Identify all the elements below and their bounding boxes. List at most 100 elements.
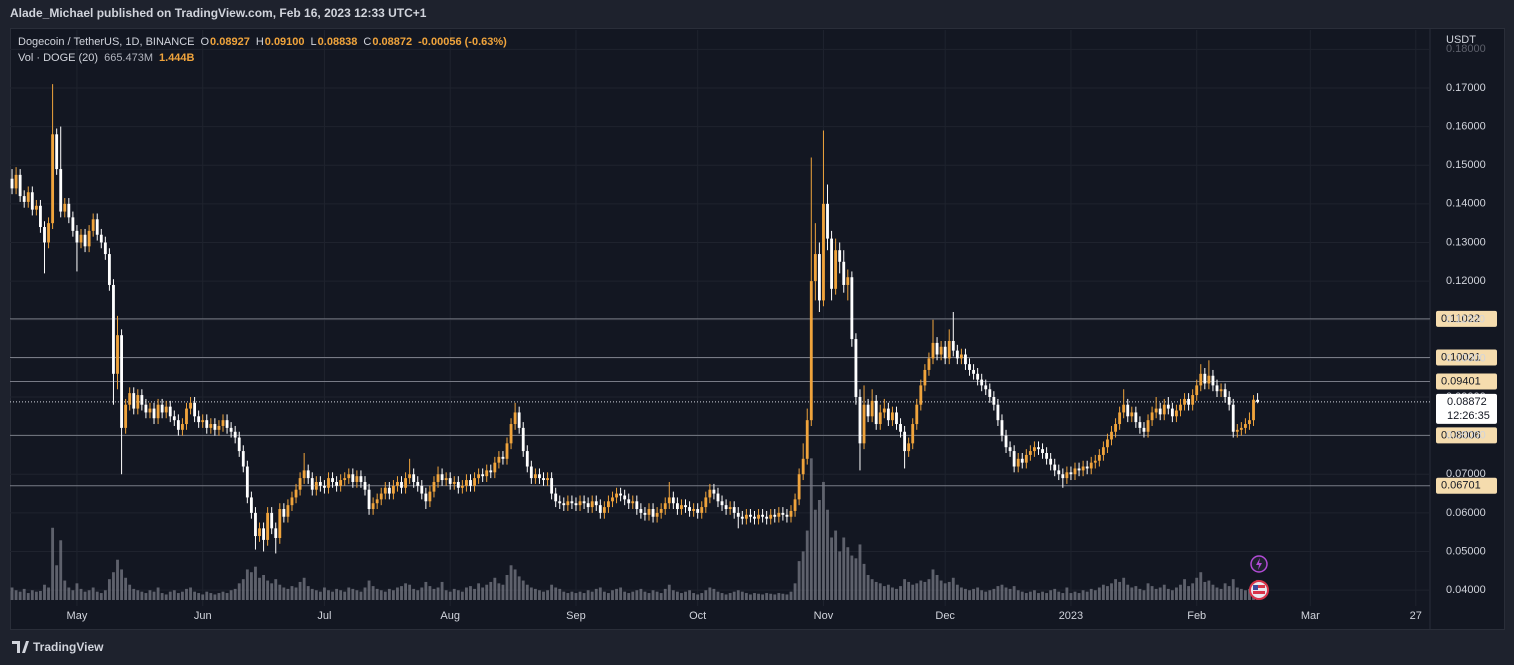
candle-body: [318, 481, 322, 486]
candle-body: [302, 470, 306, 479]
volume-bar: [181, 591, 184, 600]
candle-body: [75, 230, 79, 243]
candle-body: [63, 203, 67, 212]
volume-bar: [286, 588, 290, 600]
candle-body: [189, 402, 192, 409]
candle-body: [590, 501, 594, 508]
volume-bar: [870, 579, 874, 600]
y-tick-label: 0.06000: [1446, 507, 1486, 519]
volume-bar: [39, 590, 42, 600]
candle-body: [335, 481, 339, 486]
candle-body: [197, 416, 201, 423]
candle-body: [156, 404, 160, 419]
candle-body: [221, 420, 225, 426]
candle-body: [822, 203, 825, 301]
candle-body: [647, 509, 651, 515]
volume-bar: [822, 481, 825, 600]
volume-bar: [931, 569, 935, 600]
volume-bar: [355, 590, 359, 600]
volume-bar: [570, 591, 574, 600]
candle-body: [1033, 447, 1036, 452]
volume-bar: [582, 593, 586, 600]
x-tick-label: Mar: [1301, 610, 1320, 622]
volume-bar: [75, 583, 79, 600]
candle-body: [753, 516, 756, 519]
candle-body: [79, 234, 83, 243]
volume-bar: [339, 590, 343, 600]
candle-body: [813, 254, 817, 282]
volume-title[interactable]: Vol · DOGE (20): [18, 52, 98, 64]
candle-body: [525, 451, 529, 467]
candle-body: [241, 451, 245, 467]
volume-bar: [834, 530, 838, 600]
candle-body: [521, 427, 525, 452]
volume-bar: [396, 587, 399, 600]
volume-bar: [485, 584, 489, 600]
volume-bar: [546, 590, 549, 600]
volume-bar: [1122, 577, 1126, 600]
candle-body: [379, 493, 383, 500]
volume-bar: [919, 580, 923, 600]
volume-bar: [846, 547, 850, 600]
candle-body: [1085, 466, 1089, 469]
brand[interactable]: TradingView: [12, 640, 104, 654]
candle-body: [1097, 454, 1101, 461]
volume-bar: [1170, 590, 1174, 600]
volume-bar: [107, 579, 111, 600]
volume-bar: [1231, 579, 1235, 600]
symbol-title[interactable]: Dogecoin / TetherUS, 1D, BINANCE: [18, 36, 194, 48]
volume-bar: [314, 590, 318, 600]
candle-body: [1000, 420, 1004, 436]
volume-bar: [590, 591, 594, 600]
volume-bar: [1235, 587, 1239, 600]
volume-bar: [631, 591, 635, 600]
candle-body: [493, 462, 497, 473]
candle-body: [465, 480, 468, 486]
candle-body: [266, 512, 270, 540]
y-tick-label: 0.04000: [1446, 584, 1486, 596]
candle-body: [891, 412, 894, 421]
volume-bar: [164, 594, 168, 600]
volume-bar: [152, 591, 156, 600]
volume-bar: [517, 576, 521, 600]
volume-bar: [623, 591, 627, 600]
candle-body: [237, 437, 241, 452]
y-tick-label: 0.17000: [1446, 82, 1486, 94]
volume-bar: [347, 587, 351, 600]
volume-bar: [205, 591, 209, 600]
volume-bar: [594, 588, 598, 600]
event-icons[interactable]: [1249, 555, 1269, 600]
volume-bar: [501, 584, 505, 600]
ohlc-letter: O: [200, 36, 209, 48]
volume-bar: [533, 588, 537, 600]
volume-bar: [383, 591, 387, 600]
volume-bar: [87, 590, 91, 600]
candle-body: [132, 393, 136, 409]
candle-body: [834, 250, 838, 289]
y-tick-label: 0.05000: [1446, 545, 1486, 557]
volume-bar: [1191, 583, 1195, 600]
volume-bar: [408, 584, 412, 600]
volume-bar: [168, 591, 172, 600]
candle-body: [659, 509, 663, 513]
volume-bar: [923, 581, 927, 600]
candle-body: [1243, 424, 1247, 428]
candle-body: [692, 509, 696, 511]
brand-name: TradingView: [33, 640, 104, 654]
volume-bar: [554, 587, 558, 600]
x-tick-label: Feb: [1187, 610, 1206, 622]
volume-bar: [335, 588, 339, 600]
volume-bar: [156, 587, 160, 600]
x-tick-label: 27: [1410, 610, 1422, 622]
event-icon[interactable]: [1249, 580, 1269, 600]
volume-bar: [1012, 586, 1016, 600]
volume-bar: [112, 572, 115, 600]
volume-bar: [452, 588, 456, 600]
candle-body: [1065, 472, 1069, 479]
candle-body: [112, 284, 115, 374]
candle-body: [213, 424, 217, 430]
candle-body: [144, 404, 148, 413]
volume-bar: [1016, 590, 1020, 600]
candle-body: [773, 514, 777, 517]
candle-body: [1012, 451, 1016, 467]
